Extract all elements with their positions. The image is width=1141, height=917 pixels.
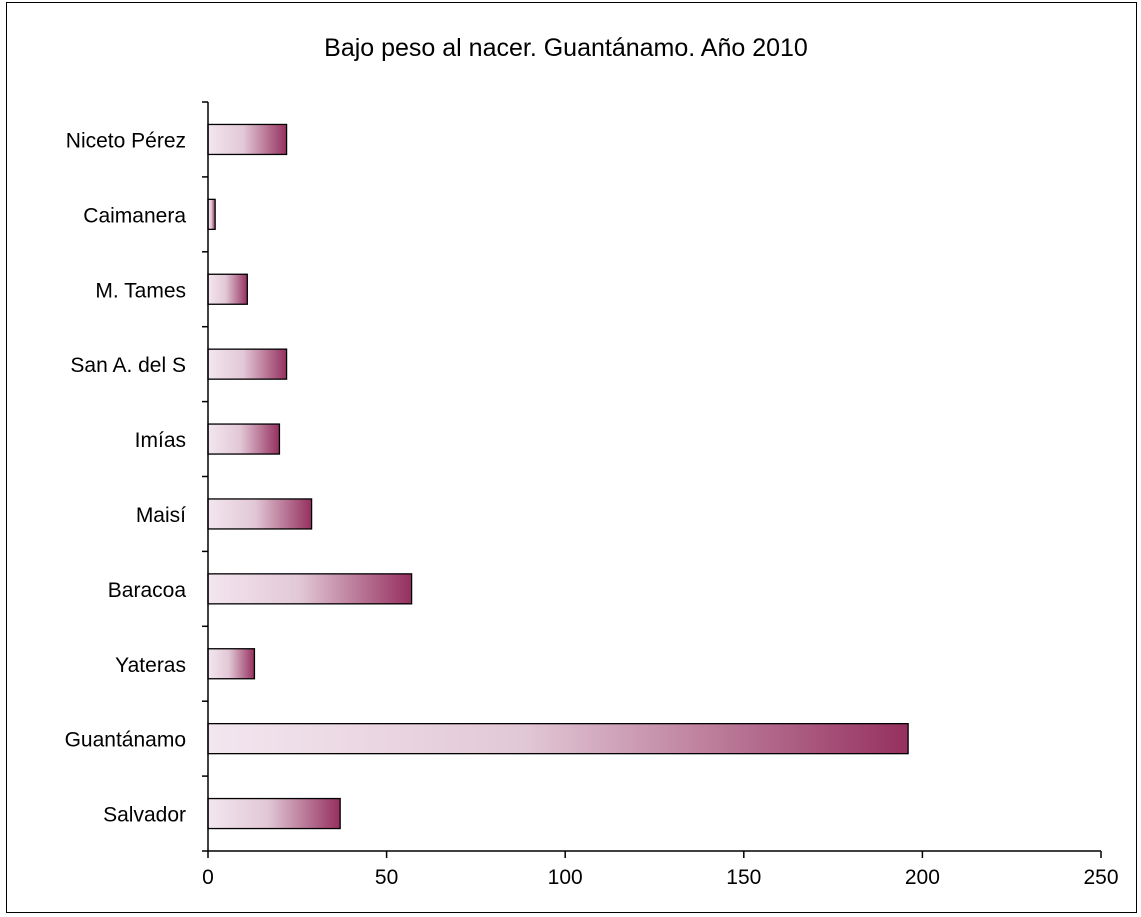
y-tick-label-5: Imías: [135, 429, 186, 452]
bar-3: [207, 573, 413, 605]
y-tick-label-3: Baracoa: [108, 579, 187, 602]
y-tick-label-9: Niceto Pérez: [66, 129, 186, 152]
y-tick-label-6: San A. del S: [70, 354, 186, 377]
bar-5: [207, 423, 281, 455]
bar-1: [207, 723, 909, 755]
x-tick-label-3: 150: [726, 866, 761, 889]
bar-6: [207, 348, 288, 380]
chart-title: Bajo peso al nacer. Guantánamo. Año 2010: [324, 34, 808, 62]
y-tick-label-8: Caimanera: [83, 204, 186, 227]
bar-4: [207, 498, 313, 530]
y-tick-label-0: Salvador: [103, 804, 186, 827]
x-tick-label-5: 250: [1083, 866, 1118, 889]
x-tick-label-1: 50: [375, 866, 398, 889]
bar-9: [207, 123, 288, 156]
plot-area: Salvador Guantánamo Yateras Baracoa Maisí Imí…: [65, 101, 1119, 889]
bar-0: [207, 797, 341, 830]
y-tick-label-2: Yateras: [115, 654, 186, 677]
bar-7: [207, 273, 248, 305]
x-tick-label-4: 200: [905, 866, 940, 889]
x-tick-label-2: 100: [548, 866, 583, 889]
y-tick-label-4: Maisí: [136, 504, 186, 527]
y-tick-label-1: Guantánamo: [65, 729, 186, 752]
x-tick-label-0: 0: [202, 866, 214, 889]
bar-8: [207, 198, 216, 231]
y-tick-label-7: M. Tames: [95, 279, 186, 302]
bar-2: [207, 648, 256, 680]
chart-frame: [6, 2, 1137, 913]
